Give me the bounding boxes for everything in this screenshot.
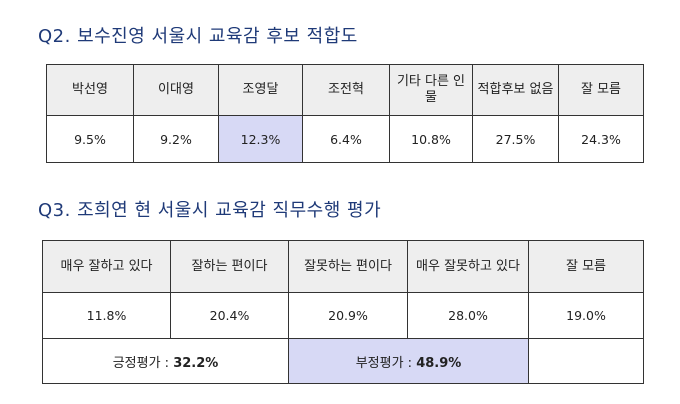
q2-value-cell: 9.5%: [46, 115, 134, 163]
q2-header-cell: 기타 다른 인물: [389, 64, 473, 116]
q3-summary-row: 긍정평가 : 32.2% 부정평가 : 48.9%: [42, 338, 644, 384]
q2-value-cell: 10.8%: [389, 115, 473, 163]
q2-header-cell: 박선영: [46, 64, 134, 116]
negative-summary-cell: 부정평가 : 48.9%: [288, 338, 529, 384]
empty-summary-cell: [528, 338, 644, 384]
q3-header-row: 매우 잘하고 있다 잘하는 편이다 잘못하는 편이다 매우 잘못하고 있다 잘 …: [42, 240, 644, 293]
positive-summary-label: 긍정평가 :: [112, 355, 174, 371]
q3-value-cell: 20.4%: [170, 292, 289, 339]
q3-value-cell: 20.9%: [288, 292, 408, 339]
positive-summary-cell: 긍정평가 : 32.2%: [42, 338, 289, 384]
q2-title: Q2. 보수진영 서울시 교육감 후보 적합도: [38, 26, 358, 47]
q2-value-cell: 9.2%: [133, 115, 219, 163]
q3-header-cell: 매우 잘못하고 있다: [407, 240, 529, 293]
q2-header-row: 박선영 이대영 조영달 조전혁 기타 다른 인물 적합후보 없음 잘 모름: [46, 64, 644, 116]
q3-value-cell: 28.0%: [407, 292, 529, 339]
positive-summary-value: 32.2%: [173, 355, 219, 371]
q3-value-cell: 19.0%: [528, 292, 644, 339]
q3-header-cell: 잘하는 편이다: [170, 240, 289, 293]
q3-title: Q3. 조희연 현 서울시 교육감 직무수행 평가: [38, 200, 382, 221]
q2-header-cell: 이대영: [133, 64, 219, 116]
q3-header-cell: 매우 잘하고 있다: [42, 240, 171, 293]
q2-value-cell-highlighted: 12.3%: [218, 115, 303, 163]
q2-value-cell: 27.5%: [472, 115, 559, 163]
q2-value-cell: 24.3%: [558, 115, 644, 163]
q2-table: 박선영 이대영 조영달 조전혁 기타 다른 인물 적합후보 없음 잘 모름 9.…: [46, 64, 644, 163]
q3-header-cell: 잘못하는 편이다: [288, 240, 408, 293]
q2-header-cell: 조영달: [218, 64, 303, 116]
negative-summary-label: 부정평가 :: [355, 355, 417, 371]
q2-header-cell: 잘 모름: [558, 64, 644, 116]
q3-header-cell: 잘 모름: [528, 240, 644, 293]
q2-value-row: 9.5% 9.2% 12.3% 6.4% 10.8% 27.5% 24.3%: [46, 115, 644, 163]
q3-value-cell: 11.8%: [42, 292, 171, 339]
q3-value-row: 11.8% 20.4% 20.9% 28.0% 19.0%: [42, 292, 644, 339]
q3-table: 매우 잘하고 있다 잘하는 편이다 잘못하는 편이다 매우 잘못하고 있다 잘 …: [42, 240, 644, 384]
negative-summary-value: 48.9%: [416, 355, 462, 371]
q2-value-cell: 6.4%: [302, 115, 390, 163]
q2-header-cell: 조전혁: [302, 64, 390, 116]
q2-header-cell: 적합후보 없음: [472, 64, 559, 116]
